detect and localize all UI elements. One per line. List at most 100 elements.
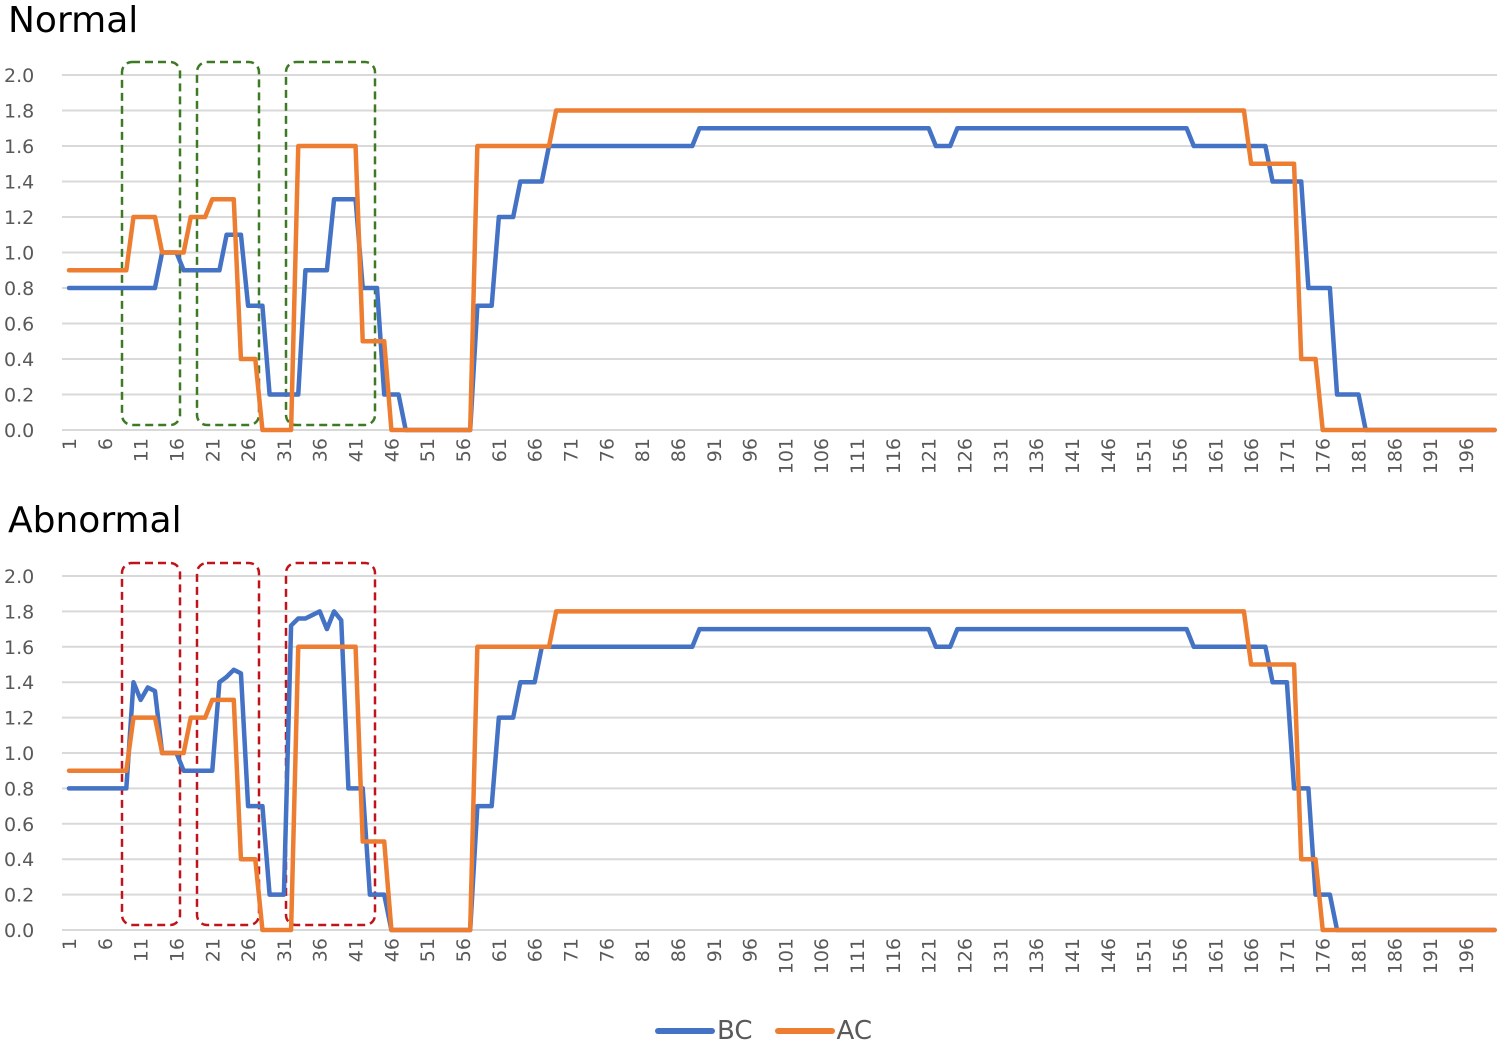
- series-line-ac: [66, 609, 1497, 933]
- legend-item-bc: BC: [655, 1016, 753, 1046]
- x-tick-label: 86: [668, 438, 690, 462]
- x-tick-label: 111: [847, 438, 869, 474]
- y-tick-label: 2.0: [4, 65, 34, 87]
- x-tick-label: 6: [95, 438, 117, 450]
- x-tick-label: 106: [811, 438, 833, 474]
- y-tick-label: 0.8: [4, 278, 34, 300]
- x-tick-label: 176: [1313, 438, 1335, 474]
- y-tick-label: 0.6: [4, 314, 34, 336]
- y-tick-label: 0.2: [4, 885, 34, 907]
- highlight-box: [195, 60, 261, 427]
- y-tick-label: 2.0: [4, 566, 34, 588]
- y-tick-label: 1.2: [4, 708, 34, 730]
- x-tick-label: 161: [1205, 438, 1227, 474]
- x-tick-label: 186: [1384, 438, 1406, 474]
- chart-panel-normal: 0.00.20.40.60.81.01.21.41.61.82.01 6 11 16 2…: [4, 60, 1497, 474]
- x-tick-label: 61: [489, 938, 511, 962]
- y-tick-label: 0.8: [4, 778, 34, 800]
- x-tick-label: 46: [381, 438, 403, 462]
- x-tick-label: 61: [489, 438, 511, 462]
- x-tick-label: 156: [1169, 938, 1191, 974]
- x-tick-label: 171: [1277, 938, 1299, 974]
- x-tick-label: 146: [1098, 438, 1120, 474]
- x-tick-label: 121: [919, 438, 941, 474]
- x-tick-label: 196: [1456, 938, 1478, 974]
- highlight-box: [195, 561, 261, 927]
- x-tick-label: 191: [1420, 938, 1442, 974]
- x-tick-label: 51: [417, 938, 439, 962]
- x-tick-label: 126: [955, 938, 977, 974]
- x-tick-label: 101: [775, 938, 797, 974]
- x-tick-label: 136: [1026, 438, 1048, 474]
- highlight-box: [120, 561, 182, 927]
- y-tick-label: 0.6: [4, 814, 34, 836]
- x-tick-label: 176: [1313, 938, 1335, 974]
- x-tick-label: 111: [847, 938, 869, 974]
- x-tick-label: 96: [740, 938, 762, 962]
- legend-label-bc: BC: [717, 1016, 753, 1046]
- x-tick-label: 146: [1098, 938, 1120, 974]
- x-tick-label: 11: [131, 938, 153, 962]
- x-tick-label: 16: [166, 938, 188, 962]
- x-tick-label: 101: [775, 438, 797, 474]
- y-tick-label: 0.0: [4, 420, 34, 442]
- y-tick-label: 1.8: [4, 101, 34, 123]
- x-tick-label: 141: [1062, 938, 1084, 974]
- y-tick-label: 1.6: [4, 136, 34, 158]
- x-tick-label: 136: [1026, 938, 1048, 974]
- chart-panel-abnormal: 0.00.20.40.60.81.01.21.41.61.82.01 6 11 16 2…: [4, 561, 1497, 974]
- x-tick-label: 166: [1241, 938, 1263, 974]
- x-tick-label: 96: [740, 438, 762, 462]
- y-tick-label: 0.0: [4, 920, 34, 942]
- x-tick-label: 151: [1134, 438, 1156, 474]
- x-tick-label: 71: [560, 438, 582, 462]
- x-tick-label: 41: [346, 938, 368, 962]
- x-tick-label: 21: [202, 438, 224, 462]
- x-tick-label: 156: [1169, 438, 1191, 474]
- x-tick-label: 76: [596, 438, 618, 462]
- x-tick-label: 56: [453, 438, 475, 462]
- x-tick-label: 66: [525, 938, 547, 962]
- x-tick-label: 116: [883, 938, 905, 974]
- x-tick-label: 81: [632, 938, 654, 962]
- x-tick-label: 126: [955, 438, 977, 474]
- x-tick-label: 196: [1456, 438, 1478, 474]
- y-tick-label: 1.4: [4, 672, 34, 694]
- x-tick-label: 51: [417, 438, 439, 462]
- x-tick-label: 181: [1349, 938, 1371, 974]
- x-tick-label: 86: [668, 938, 690, 962]
- x-tick-label: 171: [1277, 438, 1299, 474]
- legend-item-ac: AC: [774, 1016, 872, 1046]
- x-tick-label: 131: [990, 438, 1012, 474]
- x-tick-label: 56: [453, 938, 475, 962]
- x-tick-label: 41: [346, 438, 368, 462]
- y-tick-label: 1.4: [4, 172, 34, 194]
- x-tick-label: 26: [238, 938, 260, 962]
- y-tick-label: 0.2: [4, 385, 34, 407]
- x-tick-label: 161: [1205, 938, 1227, 974]
- legend: BC AC: [655, 1016, 886, 1046]
- highlight-box: [120, 60, 182, 427]
- y-tick-label: 1.0: [4, 743, 34, 765]
- x-tick-label: 31: [274, 438, 296, 462]
- y-tick-label: 1.2: [4, 207, 34, 229]
- x-tick-label: 36: [310, 438, 332, 462]
- x-tick-label: 71: [560, 938, 582, 962]
- series-line-bc: [66, 126, 1497, 433]
- x-tick-label: 91: [704, 938, 726, 962]
- panel-title-abnormal: Abnormal: [8, 500, 182, 541]
- legend-swatch-bc: [655, 1028, 715, 1034]
- x-tick-label: 116: [883, 438, 905, 474]
- x-tick-label: 191: [1420, 438, 1442, 474]
- x-tick-label: 36: [310, 938, 332, 962]
- x-tick-label: 46: [381, 938, 403, 962]
- x-tick-label: 11: [131, 438, 153, 462]
- x-tick-label: 1: [59, 438, 81, 450]
- x-tick-label: 76: [596, 938, 618, 962]
- x-tick-label: 31: [274, 938, 296, 962]
- x-tick-label: 141: [1062, 438, 1084, 474]
- x-tick-label: 151: [1134, 938, 1156, 974]
- x-tick-label: 186: [1384, 938, 1406, 974]
- x-tick-label: 121: [919, 938, 941, 974]
